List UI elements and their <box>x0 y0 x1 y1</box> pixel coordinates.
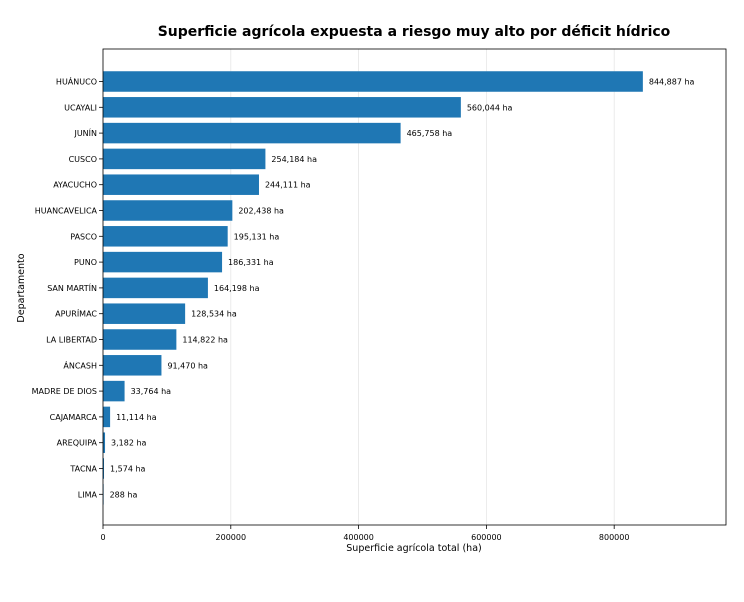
y-axis-ticks: HUÁNUCO UCAYALI JUNÍN CUSCO AYACUCHO HUANCAVE… <box>32 76 103 499</box>
bar <box>103 97 461 118</box>
bar <box>103 380 125 402</box>
y-tick-label: LIMA <box>78 490 98 499</box>
bar-value-label: 195,131 ha <box>234 232 280 241</box>
bar <box>103 71 643 92</box>
bars <box>103 71 643 505</box>
bar <box>103 329 177 350</box>
y-tick-label: LA LIBERTAD <box>46 336 97 345</box>
bar-value-label: 465,758 ha <box>407 129 453 138</box>
x-tick-label: 200000 <box>216 533 247 542</box>
x-tick-label: 400000 <box>343 533 374 542</box>
plot-frame <box>102 48 727 526</box>
bar-value-label: 560,044 ha <box>467 103 513 112</box>
y-tick-label: PASCO <box>70 232 97 241</box>
bar-value-label: 11,114 ha <box>116 413 157 422</box>
y-tick-label: UCAYALI <box>64 103 97 112</box>
bar-value-label: 91,470 ha <box>167 361 208 370</box>
y-tick-label: APURÍMAC <box>55 308 97 319</box>
x-tick-label: 600000 <box>471 533 502 542</box>
y-tick-label: HUÁNUCO <box>56 76 97 87</box>
y-tick-label: CUSCO <box>69 155 97 164</box>
y-tick-label: CAJAMARCA <box>50 413 98 422</box>
bar <box>103 200 233 221</box>
bar-value-label: 33,764 ha <box>131 387 172 396</box>
bar-value-label: 254,184 ha <box>271 155 317 164</box>
y-tick-label: PUNO <box>74 258 97 267</box>
y-tick-label: HUANCAVELICA <box>35 207 98 216</box>
x-tick-label: 0 <box>100 533 105 542</box>
bar-value-label: 128,534 ha <box>191 310 237 319</box>
y-tick-label: JUNÍN <box>73 127 97 138</box>
bar <box>103 406 111 428</box>
bar <box>103 174 259 195</box>
bar <box>103 458 105 479</box>
bar <box>103 303 186 324</box>
y-tick-label: AYACUCHO <box>53 181 97 190</box>
y-tick-label: TACNA <box>69 465 97 474</box>
y-tick-label: SAN MARTÍN <box>47 282 97 293</box>
y-tick-label: MADRE DE DIOS <box>32 387 97 396</box>
bar-value-label: 164,198 ha <box>214 284 260 293</box>
bar-value-label: 202,438 ha <box>238 207 284 216</box>
x-axis-ticks: 0 200000 400000 600000 800000 <box>100 525 629 542</box>
bar <box>103 122 401 144</box>
value-labels: 844,887 ha 560,044 ha 465,758 ha 254,184 ha… <box>110 78 695 500</box>
bar <box>103 251 223 273</box>
x-tick-label: 800000 <box>599 533 630 542</box>
x-axis-label: Superficie agrícola total (ha) <box>346 543 481 554</box>
y-tick-label: AREQUIPA <box>57 439 98 448</box>
y-axis-label: Departamento <box>16 253 27 322</box>
y-tick-label: ÁNCASH <box>63 359 97 370</box>
bar <box>103 148 266 170</box>
bar-value-label: 3,182 ha <box>111 439 147 448</box>
chart-title: Superficie agrícola expuesta a riesgo mu… <box>158 24 671 40</box>
bar-value-label: 288 ha <box>110 490 138 499</box>
bar-value-label: 244,111 ha <box>265 181 311 190</box>
bar <box>103 226 228 247</box>
bar <box>103 432 106 453</box>
bar <box>103 277 208 299</box>
bar-value-label: 844,887 ha <box>649 78 695 87</box>
bar-value-label: 186,331 ha <box>228 258 274 267</box>
bar <box>103 355 162 376</box>
bar-value-label: 1,574 ha <box>110 465 146 474</box>
bar-value-label: 114,822 ha <box>182 336 228 345</box>
